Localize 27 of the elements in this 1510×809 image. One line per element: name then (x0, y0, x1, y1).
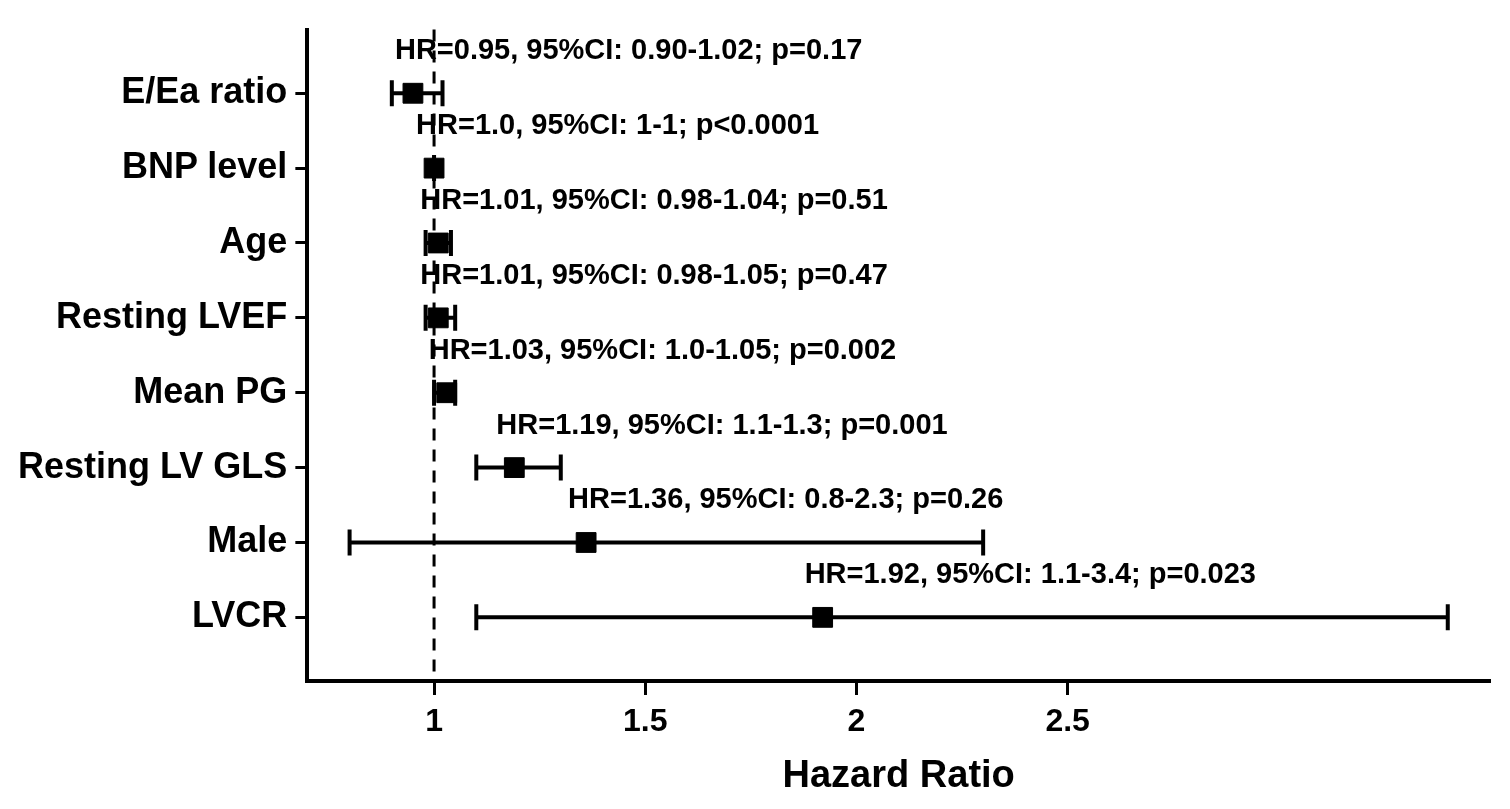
annotation: HR=1.92, 95%CI: 1.1-3.4; p=0.023 (804, 557, 1257, 590)
annotation: HR=1.0, 95%CI: 1-1; p<0.0001 (416, 108, 820, 141)
point (402, 82, 424, 104)
y-tick-label: Resting LV GLS (17, 444, 288, 486)
y-tick-label: E/Ea ratio (121, 70, 288, 112)
x-tick-label: 1.5 (623, 702, 668, 739)
y-tick-label: LVCR (192, 594, 288, 636)
point (503, 457, 525, 479)
x-tick-label: 1 (425, 702, 443, 739)
point (427, 307, 449, 329)
point (812, 606, 834, 628)
y-tick-label: Resting LVEF (55, 294, 288, 336)
point (423, 157, 445, 179)
point (575, 532, 597, 553)
annotation: HR=1.19, 95%CI: 1.1-1.3; p=0.001 (496, 407, 948, 440)
y-tick-label: Male (207, 519, 288, 561)
annotation: HR=0.95, 95%CI: 0.90-1.02; p=0.17 (394, 33, 863, 66)
y-tick-label: Age (219, 219, 288, 261)
annotation: HR=1.03, 95%CI: 1.0-1.05; p=0.002 (428, 332, 897, 365)
y-tick-label: Mean PG (133, 369, 288, 411)
annotation: HR=1.01, 95%CI: 0.98-1.05; p=0.47 (420, 257, 888, 290)
x-tick-label: 2 (847, 702, 866, 739)
x-tick-label: 2.5 (1045, 702, 1090, 739)
annotation: HR=1.01, 95%CI: 0.98-1.04; p=0.51 (420, 182, 888, 215)
y-tick-label: BNP level (121, 145, 288, 187)
x-axis-title: Hazard Ratio (782, 752, 1015, 795)
annotation: HR=1.36, 95%CI: 0.8-2.3; p=0.26 (568, 482, 1004, 515)
